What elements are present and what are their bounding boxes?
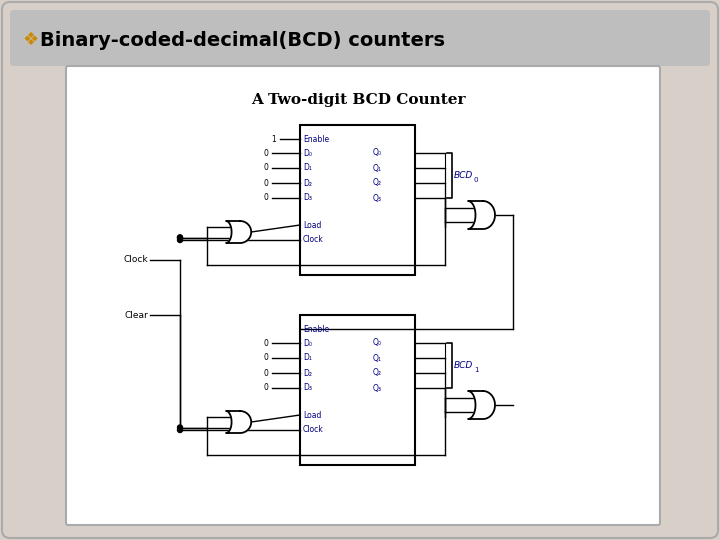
Text: Q₂: Q₂ <box>373 179 382 187</box>
Text: Clock: Clock <box>123 255 148 265</box>
FancyBboxPatch shape <box>66 66 660 525</box>
Text: Q₃: Q₃ <box>373 193 382 202</box>
Text: D₃: D₃ <box>303 193 312 202</box>
Text: Q₀: Q₀ <box>373 148 382 158</box>
Text: 0: 0 <box>474 177 479 183</box>
Text: D₂: D₂ <box>303 179 312 187</box>
Text: Q₁: Q₁ <box>373 164 382 172</box>
Circle shape <box>178 235 182 240</box>
Text: D₁: D₁ <box>303 354 312 362</box>
Text: 0: 0 <box>263 179 268 187</box>
Text: 1: 1 <box>271 134 276 144</box>
Circle shape <box>178 235 182 240</box>
Bar <box>300 315 415 465</box>
Text: D₂: D₂ <box>303 368 312 377</box>
Text: Load: Load <box>303 410 321 420</box>
Circle shape <box>178 425 182 430</box>
Text: Clock: Clock <box>303 235 324 245</box>
Text: BCD: BCD <box>454 171 473 180</box>
Text: D₀: D₀ <box>303 148 312 158</box>
Polygon shape <box>468 391 495 419</box>
Text: Binary-coded-decimal(BCD) counters: Binary-coded-decimal(BCD) counters <box>40 30 445 50</box>
Text: 0: 0 <box>263 339 268 348</box>
Polygon shape <box>468 201 495 229</box>
Text: BCD: BCD <box>454 361 473 370</box>
Text: Q₂: Q₂ <box>373 368 382 377</box>
Polygon shape <box>226 411 251 433</box>
Text: A Two-digit BCD Counter: A Two-digit BCD Counter <box>251 93 465 107</box>
Circle shape <box>178 428 182 433</box>
Text: Q₀: Q₀ <box>373 339 382 348</box>
Polygon shape <box>226 221 251 243</box>
Text: Load: Load <box>303 220 321 230</box>
Text: 1: 1 <box>474 367 479 373</box>
Text: D₁: D₁ <box>303 164 312 172</box>
Text: 0: 0 <box>263 354 268 362</box>
Text: Q₁: Q₁ <box>373 354 382 362</box>
Text: Clear: Clear <box>125 310 148 320</box>
Bar <box>300 125 415 275</box>
Text: 0: 0 <box>263 368 268 377</box>
Text: Enable: Enable <box>303 325 329 334</box>
Text: ❖: ❖ <box>22 31 38 49</box>
Text: 0: 0 <box>263 164 268 172</box>
Text: 0: 0 <box>263 383 268 393</box>
Text: 0: 0 <box>263 193 268 202</box>
Text: Q₃: Q₃ <box>373 383 382 393</box>
Text: D₀: D₀ <box>303 339 312 348</box>
Text: D₃: D₃ <box>303 383 312 393</box>
Text: Clock: Clock <box>303 426 324 435</box>
FancyBboxPatch shape <box>10 10 710 66</box>
Text: Enable: Enable <box>303 134 329 144</box>
Text: 0: 0 <box>263 148 268 158</box>
Circle shape <box>178 238 182 242</box>
